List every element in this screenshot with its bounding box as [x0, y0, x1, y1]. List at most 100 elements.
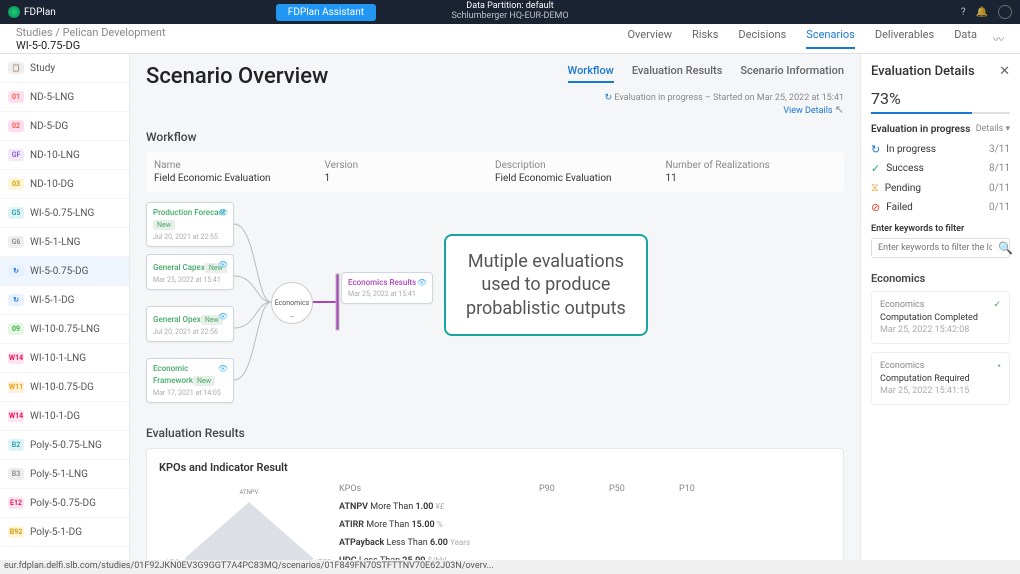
filter-input[interactable]: [872, 239, 998, 257]
avatar[interactable]: [998, 5, 1012, 19]
sidebar-tag: B3: [8, 468, 24, 480]
sidebar-tag: G5: [8, 207, 24, 219]
sidebar-tag: GF: [8, 149, 24, 161]
stat-row: ⊘Failed0/11: [871, 201, 1010, 214]
url-footer: eur.fdplan.delfi.slb.com/studies/01F92JK…: [0, 560, 1020, 574]
stat-row: ↻In progress3/11: [871, 143, 1010, 156]
sidebar-item[interactable]: GFND-10-LNG: [0, 141, 129, 170]
panel-title: Evaluation Details: [871, 64, 975, 79]
breadcrumb-mid[interactable]: Pelican Development: [63, 26, 166, 39]
sidebar-item[interactable]: W14WI-10-1-LNG: [0, 344, 129, 373]
workflow-card[interactable]: General Opex👁NewJul 20, 2021 at 22:56: [146, 306, 234, 342]
economics-card[interactable]: EconomicsComputation RequiredMar 25, 202…: [871, 352, 1010, 405]
eye-icon[interactable]: 👁: [218, 364, 228, 373]
economics-hub[interactable]: Economics: [271, 282, 313, 324]
eval-status: ↻ Evaluation in progress – Started on Ma…: [146, 93, 844, 116]
sidebar-tag: W11: [8, 381, 24, 393]
help-icon[interactable]: ?: [961, 7, 966, 18]
sidebar-tag: 📋: [8, 62, 24, 74]
stat-row: ✓Success8/11: [871, 162, 1010, 175]
subtab[interactable]: Scenario Information: [740, 64, 844, 83]
sidebar-item[interactable]: G6WI-5-1-LNG: [0, 228, 129, 257]
nav-tab-overview[interactable]: Overview: [627, 28, 672, 49]
app-name: FDPlan: [24, 7, 56, 18]
partition-info: Data Partition: default Schlumberger HQ-…: [451, 2, 568, 22]
radar-chart: ATNPV ATIRR UDC UTC: [159, 484, 339, 560]
view-details-link[interactable]: View Details: [783, 106, 832, 116]
nav-tab-risks[interactable]: Risks: [692, 28, 718, 49]
sidebar-item[interactable]: W11WI-10-0.75-DG: [0, 373, 129, 402]
sidebar-tag: E12: [8, 497, 24, 509]
sidebar-item[interactable]: 02ND-5-DG: [0, 112, 129, 141]
cursor-icon: ↖: [835, 103, 844, 116]
close-icon[interactable]: ✕: [999, 64, 1010, 79]
details-toggle[interactable]: Details ▾: [976, 124, 1010, 135]
sidebar-tag: W14: [8, 410, 24, 422]
sidebar-tag: B2: [8, 439, 24, 451]
breadcrumb-root[interactable]: Studies: [16, 26, 53, 39]
page-subtabs: Workflow Evaluation Results Scenario Infor…: [568, 64, 844, 83]
callout: Mutiple evaluations used to produce prob…: [444, 234, 648, 336]
kpo-table: KPOsP90P50P10 ATNPV More Than 1.00 ¥£ATI…: [339, 484, 831, 560]
subtab[interactable]: Workflow: [568, 64, 614, 83]
sidebar-item[interactable]: 01ND-5-LNG: [0, 83, 129, 112]
sidebar-item[interactable]: B92Poly-5-1-DG: [0, 518, 129, 547]
sidebar-item[interactable]: 09WI-10-0.75-LNG: [0, 315, 129, 344]
workflow-card[interactable]: Production Forecast👁NewJul 20, 2021 at 2…: [146, 202, 234, 247]
eye-icon[interactable]: 👁: [218, 260, 228, 269]
nav-tab-decisions[interactable]: Decisions: [738, 28, 786, 49]
eye-icon[interactable]: 👁: [218, 208, 228, 217]
economics-results-card[interactable]: Economics Results 👁 Mar 25, 2022 at 15:4…: [341, 272, 433, 304]
workflow-title: Workflow: [146, 130, 844, 144]
nav-tabs: Overview Risks Decisions Scenarios Deliverab…: [627, 28, 977, 49]
breadcrumb: Studies / Pelican Development WI-5-0.75-…: [16, 26, 166, 52]
kpo-card: KPOs and Indicator Result ATNPV ATIRR UD…: [146, 448, 844, 560]
workflow-info: NameField Economic EvaluationVersion1Des…: [146, 152, 844, 192]
nav-tab-scenarios[interactable]: Scenarios: [806, 28, 855, 49]
eye-icon[interactable]: 👁: [218, 312, 228, 321]
sidebar-tag: 02: [8, 120, 24, 132]
sidebar-tag: ↻: [8, 265, 24, 277]
stat-row: ⧖Pending0/11: [871, 181, 1010, 195]
sidebar-item[interactable]: E12Poly-5-0.75-DG: [0, 489, 129, 518]
sidebar-item[interactable]: ↻WI-5-1-DG: [0, 286, 129, 315]
evaluation-details-panel: Evaluation Details ✕ 73% Evaluation in p…: [860, 54, 1020, 560]
sidebar-tag: 01: [8, 91, 24, 103]
nav-tab-deliverables[interactable]: Deliverables: [875, 28, 934, 49]
workflow-card[interactable]: Economic Framework👁NewMar 17, 2021 at 14…: [146, 358, 234, 403]
sidebar-tag: W14: [8, 352, 24, 364]
sidebar-item[interactable]: W14WI-10-1-DG: [0, 402, 129, 431]
eval-results-title: Evaluation Results: [146, 426, 844, 440]
sidebar-tag: 09: [8, 323, 24, 335]
bell-icon[interactable]: 🔔: [976, 7, 988, 18]
eye-icon[interactable]: 👁: [417, 278, 427, 287]
page-title: Scenario Overview: [146, 64, 328, 89]
sidebar-item[interactable]: G5WI-5-0.75-LNG: [0, 199, 129, 228]
svg-text:ATNPV: ATNPV: [239, 489, 258, 496]
progress-percent: 73%: [871, 89, 1010, 108]
breadcrumb-current: WI-5-0.75-DG: [16, 39, 80, 52]
sidebar-tag: ↻: [8, 294, 24, 306]
logo-icon: [8, 6, 20, 18]
logo: FDPlan: [8, 6, 56, 18]
sidebar-item[interactable]: ↻WI-5-0.75-DG: [0, 257, 129, 286]
sidebar-item[interactable]: 03ND-10-DG: [0, 170, 129, 199]
workflow-card[interactable]: General Capex👁NewMar 25, 2022 at 15:41: [146, 254, 234, 290]
sidebar-tag: 03: [8, 178, 24, 190]
sidebar-item[interactable]: 📋Study: [0, 54, 129, 83]
subheader: Studies / Pelican Development WI-5-0.75-…: [0, 24, 1020, 54]
sidebar-tag: G6: [8, 236, 24, 248]
workflow-diagram: Economics Economics Results 👁 Mar 25, 20…: [146, 202, 844, 412]
sidebar: 📋Study01ND-5-LNG02ND-5-DGGFND-10-LNG03ND…: [0, 54, 130, 560]
sidebar-item[interactable]: B3Poly-5-1-LNG: [0, 460, 129, 489]
nav-tab-data[interactable]: Data: [954, 28, 977, 49]
economics-card[interactable]: EconomicsComputation CompletedMar 25, 20…: [871, 291, 1010, 344]
assistant-button[interactable]: FDPlan Assistant: [276, 4, 376, 21]
main-content: Scenario Overview Workflow Evaluation Res…: [130, 54, 860, 560]
search-icon[interactable]: 🔍: [998, 239, 1013, 257]
topbar: FDPlan FDPlan Assistant Data Partition: …: [0, 0, 1020, 24]
sidebar-tag: B92: [8, 526, 24, 538]
sidebar-item[interactable]: B2Poly-5-0.75-LNG: [0, 431, 129, 460]
subtab[interactable]: Evaluation Results: [632, 64, 723, 83]
chart-icon[interactable]: 〰: [993, 31, 1004, 47]
